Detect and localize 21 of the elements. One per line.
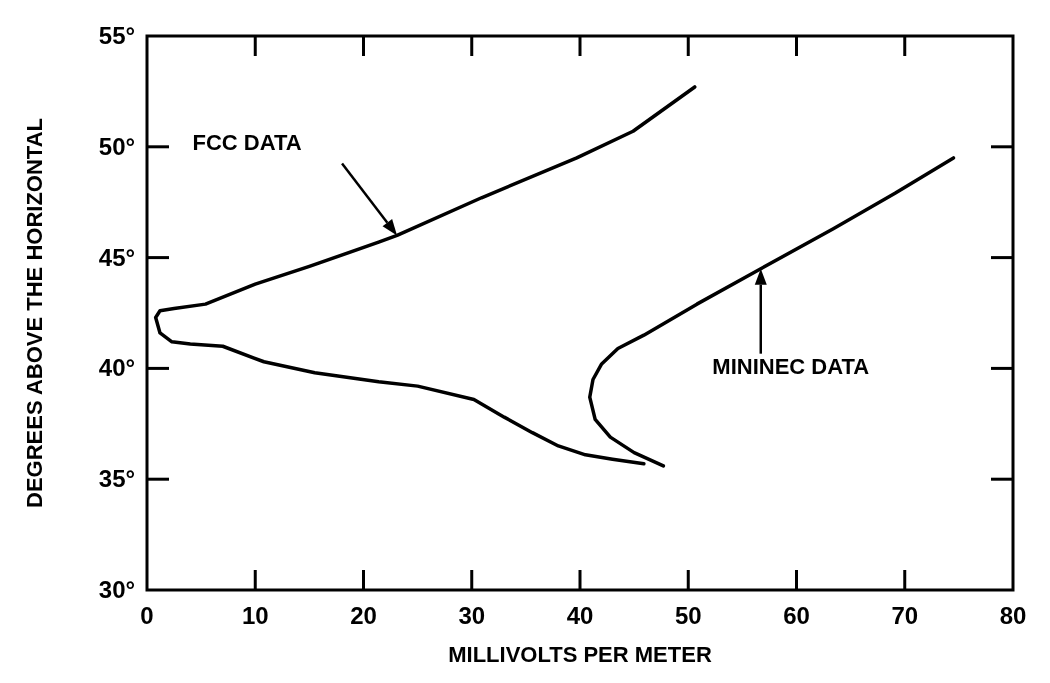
y-tick-label: 45°: [98, 243, 136, 271]
x-tick-label: 50: [674, 602, 702, 629]
y-tick-label: 30°: [98, 576, 136, 603]
y-tick-label: 50°: [98, 132, 136, 160]
x-tick-label: 10: [241, 602, 269, 629]
y-tick-label: 55°: [98, 22, 136, 49]
x-tick-label: 60: [783, 602, 810, 629]
x-tick-label: 20: [350, 602, 377, 629]
x-tick-label: 80: [999, 602, 1027, 629]
y-tick-label: 40°: [98, 354, 136, 382]
x-tick-label: 0: [140, 602, 154, 629]
legend-label: FCC DATA: [192, 130, 302, 156]
y-axis-title: DEGREES ABOVE THE HORIZONTAL: [22, 118, 47, 508]
x-tick-label: 30: [458, 602, 486, 629]
x-tick-label: 40: [566, 602, 594, 629]
line-series: [587, 156, 956, 468]
text: MININEC DATA: [712, 353, 870, 379]
x-axis-title: MILLIVOLTS PER METER: [448, 642, 712, 667]
line-series: [153, 85, 697, 466]
y-tick-label: 35°: [98, 465, 136, 493]
x-tick-label: 70: [891, 602, 919, 629]
